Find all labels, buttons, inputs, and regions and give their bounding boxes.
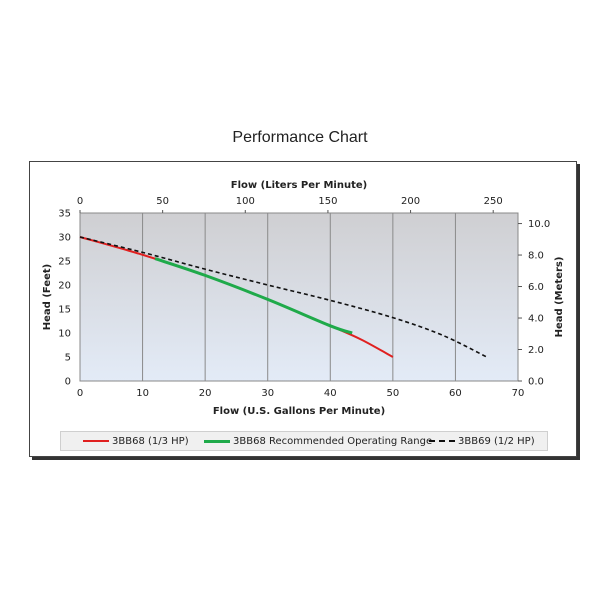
- plot-area: [79, 212, 519, 382]
- legend-item-3bb69: 3BB69 (1/2 HP): [429, 432, 535, 450]
- top-x-tick-label: 200: [401, 196, 420, 207]
- y-tick-label: 15: [58, 305, 71, 316]
- y-axis-label: Head (Feet): [42, 264, 53, 330]
- series-3bb69-line: [79, 236, 488, 358]
- x-tick-label: 70: [512, 388, 525, 399]
- top-x-tick-label: 250: [484, 196, 503, 207]
- y-tick-label: 0: [65, 377, 71, 388]
- y-tick-label: 30: [58, 233, 71, 244]
- legend-item-3bb68: 3BB68 (1/3 HP): [83, 432, 189, 450]
- right-y-tick-label: 4.0: [528, 314, 544, 325]
- right-y-axis-label: Head (Meters): [554, 257, 565, 338]
- legend-label: 3BB68 Recommended Operating Range: [233, 435, 433, 447]
- chart-title: Performance Chart: [232, 129, 368, 146]
- right-y-tick-label: 2.0: [528, 345, 544, 356]
- x-tick-label: 40: [324, 388, 337, 399]
- x-tick-label: 0: [77, 388, 83, 399]
- right-y-tick-label: 8.0: [528, 251, 544, 262]
- y-tick-label: 10: [58, 329, 71, 340]
- legend-label: 3BB68 (1/3 HP): [112, 435, 189, 447]
- top-x-tick-label: 0: [77, 196, 83, 207]
- legend-item-recommended-range: 3BB68 Recommended Operating Range: [204, 432, 432, 450]
- x-axis-label: Flow (U.S. Gallons Per Minute): [213, 406, 385, 417]
- legend: 3BB68 (1/3 HP) 3BB68 Recommended Operati…: [60, 431, 548, 451]
- right-y-tick-label: 0.0: [528, 377, 544, 388]
- x-tick-label: 10: [136, 388, 149, 399]
- y-tick-label: 20: [58, 281, 71, 292]
- top-x-axis-label: Flow (Liters Per Minute): [231, 180, 367, 191]
- top-x-tick-label: 100: [236, 196, 255, 207]
- legend-swatch-red: [83, 440, 109, 442]
- series-recommended-range-line: [154, 257, 353, 335]
- x-tick-label: 30: [261, 388, 274, 399]
- top-x-tick-label: 150: [318, 196, 337, 207]
- y-tick-label: 25: [58, 257, 71, 268]
- y-tick-label: 5: [65, 353, 71, 364]
- y-tick-label: 35: [58, 209, 71, 220]
- right-y-tick-label: 6.0: [528, 282, 544, 293]
- right-y-tick-label: 10.0: [528, 219, 550, 230]
- x-tick-label: 20: [199, 388, 212, 399]
- legend-label: 3BB69 (1/2 HP): [458, 435, 535, 447]
- top-x-tick-label: 50: [156, 196, 169, 207]
- legend-swatch-dashed: [429, 440, 455, 442]
- x-tick-label: 60: [449, 388, 462, 399]
- x-tick-label: 50: [386, 388, 399, 399]
- legend-swatch-green: [204, 439, 230, 443]
